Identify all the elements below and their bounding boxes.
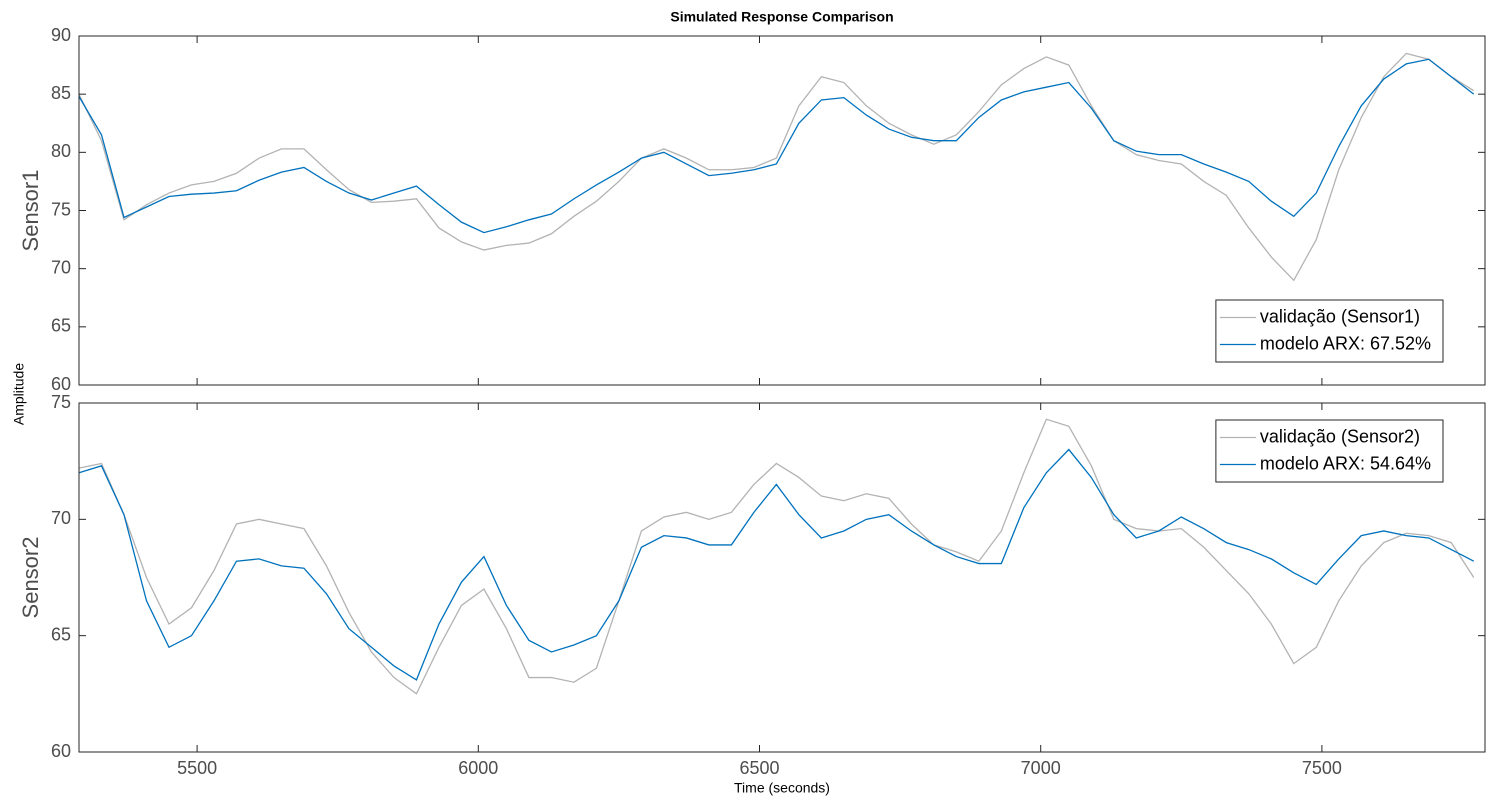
- y-tick-label: 80: [51, 141, 71, 161]
- legend-label: modelo ARX: 54.64%: [1260, 453, 1431, 473]
- y-tick-label: 60: [51, 741, 71, 761]
- y-tick-label: 90: [51, 25, 71, 45]
- series-line: [78, 448, 1475, 681]
- axes: 60 65 70 75 5500 6000 6500 7000 7500 Sensor2 valid…: [18, 392, 1486, 778]
- series-line: [78, 52, 1475, 282]
- y-axis-label: Amplitude: [11, 363, 27, 425]
- legend-label: validação (Sensor1): [1260, 306, 1420, 326]
- y-tick-label: 70: [51, 508, 71, 528]
- y-tick-label: 75: [51, 199, 71, 219]
- x-tick-label: 7000: [1021, 758, 1061, 778]
- legend-box: [1215, 419, 1444, 483]
- y-tick-label: 60: [51, 374, 71, 394]
- x-tick-label: 7500: [1302, 758, 1342, 778]
- x-axis-label: Time (seconds): [734, 780, 830, 796]
- y-tick-label: 75: [51, 392, 71, 412]
- axes: 60 65 70 75 80 85 90 Sensor1 validação (Sensor1)…: [18, 25, 1486, 394]
- y-tick-label: 65: [51, 316, 71, 336]
- axes-box: [78, 402, 1486, 753]
- x-tick-label: 6500: [739, 758, 779, 778]
- legend-box: [1215, 299, 1444, 363]
- figure-title: Simulated Response Comparison: [670, 9, 893, 25]
- legend: validação (Sensor2) modelo ARX: 54.64%: [1215, 419, 1444, 483]
- x-tick-label: 6000: [458, 758, 498, 778]
- y-tick-label: 85: [51, 83, 71, 103]
- series-line: [78, 58, 1475, 234]
- y-tick-label: 65: [51, 624, 71, 644]
- axis-label: Sensor1: [18, 170, 43, 252]
- y-tick-label: 70: [51, 257, 71, 277]
- legend: validação (Sensor1) modelo ARX: 67.52%: [1215, 299, 1444, 363]
- series-line: [78, 418, 1475, 695]
- legend-label: modelo ARX: 67.52%: [1260, 333, 1431, 353]
- legend-label: validação (Sensor2): [1260, 426, 1420, 446]
- axis-label: Sensor2: [18, 537, 43, 619]
- x-tick-label: 5500: [177, 758, 217, 778]
